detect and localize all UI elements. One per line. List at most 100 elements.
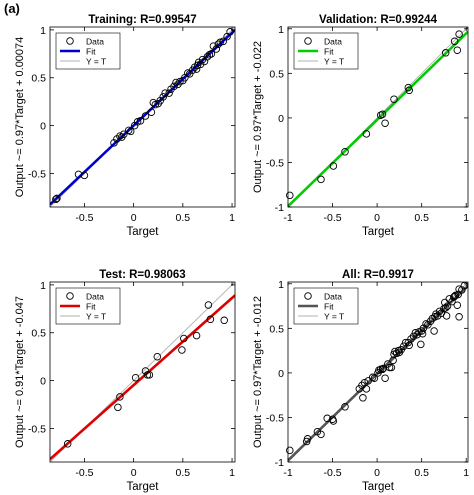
data-point <box>286 446 294 455</box>
data-point <box>441 49 450 57</box>
data-point <box>417 340 425 349</box>
x-axis-label-validation: Target <box>362 226 395 238</box>
data-point <box>454 290 462 299</box>
data-point <box>170 82 178 91</box>
data-point <box>341 148 349 156</box>
data-point <box>441 304 450 312</box>
x-tick-label: 0 <box>131 212 137 224</box>
data-point <box>74 170 83 179</box>
y-axis-label-all: Output ~= 0.97*Target + -0.012 <box>252 296 264 448</box>
data-point <box>159 93 167 101</box>
data-point <box>430 327 438 335</box>
legend-label-data: Data <box>324 292 342 302</box>
data-point <box>219 37 227 46</box>
data-point <box>196 60 205 69</box>
data-point <box>207 50 216 58</box>
data-point <box>458 286 466 294</box>
y-tick-label: -0.5 <box>28 423 46 435</box>
y-tick-label: 0.5 <box>31 328 46 340</box>
y-tick-label: 1 <box>40 25 46 37</box>
chart-training: -0.5 0 0.5 1 -0.5 0 0.5 1 Training: R=0.99547 Tar… <box>14 14 236 238</box>
data-point <box>455 30 463 38</box>
data-point <box>192 331 201 340</box>
data-point <box>376 111 385 119</box>
x-tick-label: 1 <box>229 212 235 224</box>
data-point <box>385 363 394 372</box>
data-point <box>131 373 140 382</box>
x-tick-label: 1 <box>229 467 235 479</box>
data-point <box>116 132 124 140</box>
data-point <box>450 37 459 46</box>
x-tick-label: 0.5 <box>176 467 191 479</box>
chart-title-validation: Validation: R=0.99244 <box>319 14 438 26</box>
legend-box <box>55 287 121 325</box>
y-tick-label: -1 <box>275 202 284 214</box>
data-point <box>453 46 462 54</box>
data-point <box>116 393 124 401</box>
data-point <box>141 367 150 375</box>
y-tick-label: -0.5 <box>266 157 284 169</box>
data-point <box>126 127 135 136</box>
x-tick-label: 0.5 <box>414 212 429 224</box>
x-tick-label: -0.5 <box>75 467 93 479</box>
data-point <box>141 112 150 120</box>
x-tick-label: 1 <box>463 212 469 224</box>
data-point <box>455 313 463 321</box>
data-point <box>390 95 398 103</box>
data-point <box>442 312 451 320</box>
data-point <box>226 28 234 36</box>
data-point <box>362 385 371 393</box>
y-tick-label: 1 <box>278 24 284 36</box>
data-point <box>368 373 377 382</box>
data-point <box>80 171 89 180</box>
axes-frame-validation <box>287 26 469 208</box>
data-point <box>194 58 203 67</box>
y-tick-label: 0.5 <box>269 68 284 80</box>
figure-panel-label: (a) <box>4 1 20 16</box>
axes-frame-all <box>287 281 469 463</box>
data-point <box>449 293 458 301</box>
data-point <box>136 117 145 125</box>
chart-validation: -1 -0.5 0 0.5 1 -1 -0.5 0 0.5 1 Validation: R=0.99… <box>252 14 469 238</box>
data-point <box>387 363 396 372</box>
legend-label-identity: Y = T <box>324 57 344 67</box>
chart-title-test: Test: R=0.98063 <box>99 269 185 281</box>
x-tick-label: 0 <box>131 467 137 479</box>
data-point <box>329 417 338 425</box>
data-point <box>149 98 158 107</box>
data-point <box>370 374 379 382</box>
x-axis-label-test: Target <box>127 481 160 493</box>
y-tick-label: 0 <box>40 376 46 388</box>
y-tick-label: 0.5 <box>269 323 284 335</box>
data-point <box>359 394 367 402</box>
fit-line-test <box>50 294 235 461</box>
x-tick-label: 0.5 <box>414 467 429 479</box>
data-point <box>405 86 413 95</box>
y-tick-label: 0 <box>40 121 46 133</box>
x-tick-label: 0 <box>374 467 380 479</box>
data-point <box>375 366 383 374</box>
y-tick-label: 0.5 <box>31 73 46 85</box>
data-point <box>206 315 215 324</box>
data-point <box>341 403 349 411</box>
legend-label-fit: Fit <box>86 302 96 312</box>
legend-label-fit: Fit <box>86 47 96 57</box>
legend-marker-data <box>66 37 74 45</box>
data-point <box>53 194 61 203</box>
legend-marker-data <box>66 292 74 300</box>
data-point <box>52 195 60 204</box>
legend-label-identity: Y = T <box>86 312 106 322</box>
data-point <box>453 301 462 309</box>
data-point <box>407 335 415 343</box>
data-point <box>443 302 452 310</box>
y-tick-label: -1 <box>275 457 284 469</box>
x-tick-label: -0.5 <box>324 467 342 479</box>
x-axis-label-all: Target <box>362 481 395 493</box>
data-point <box>192 65 201 73</box>
data-point <box>161 89 169 97</box>
data-point <box>147 108 156 116</box>
y-tick-label: -0.5 <box>28 168 46 180</box>
